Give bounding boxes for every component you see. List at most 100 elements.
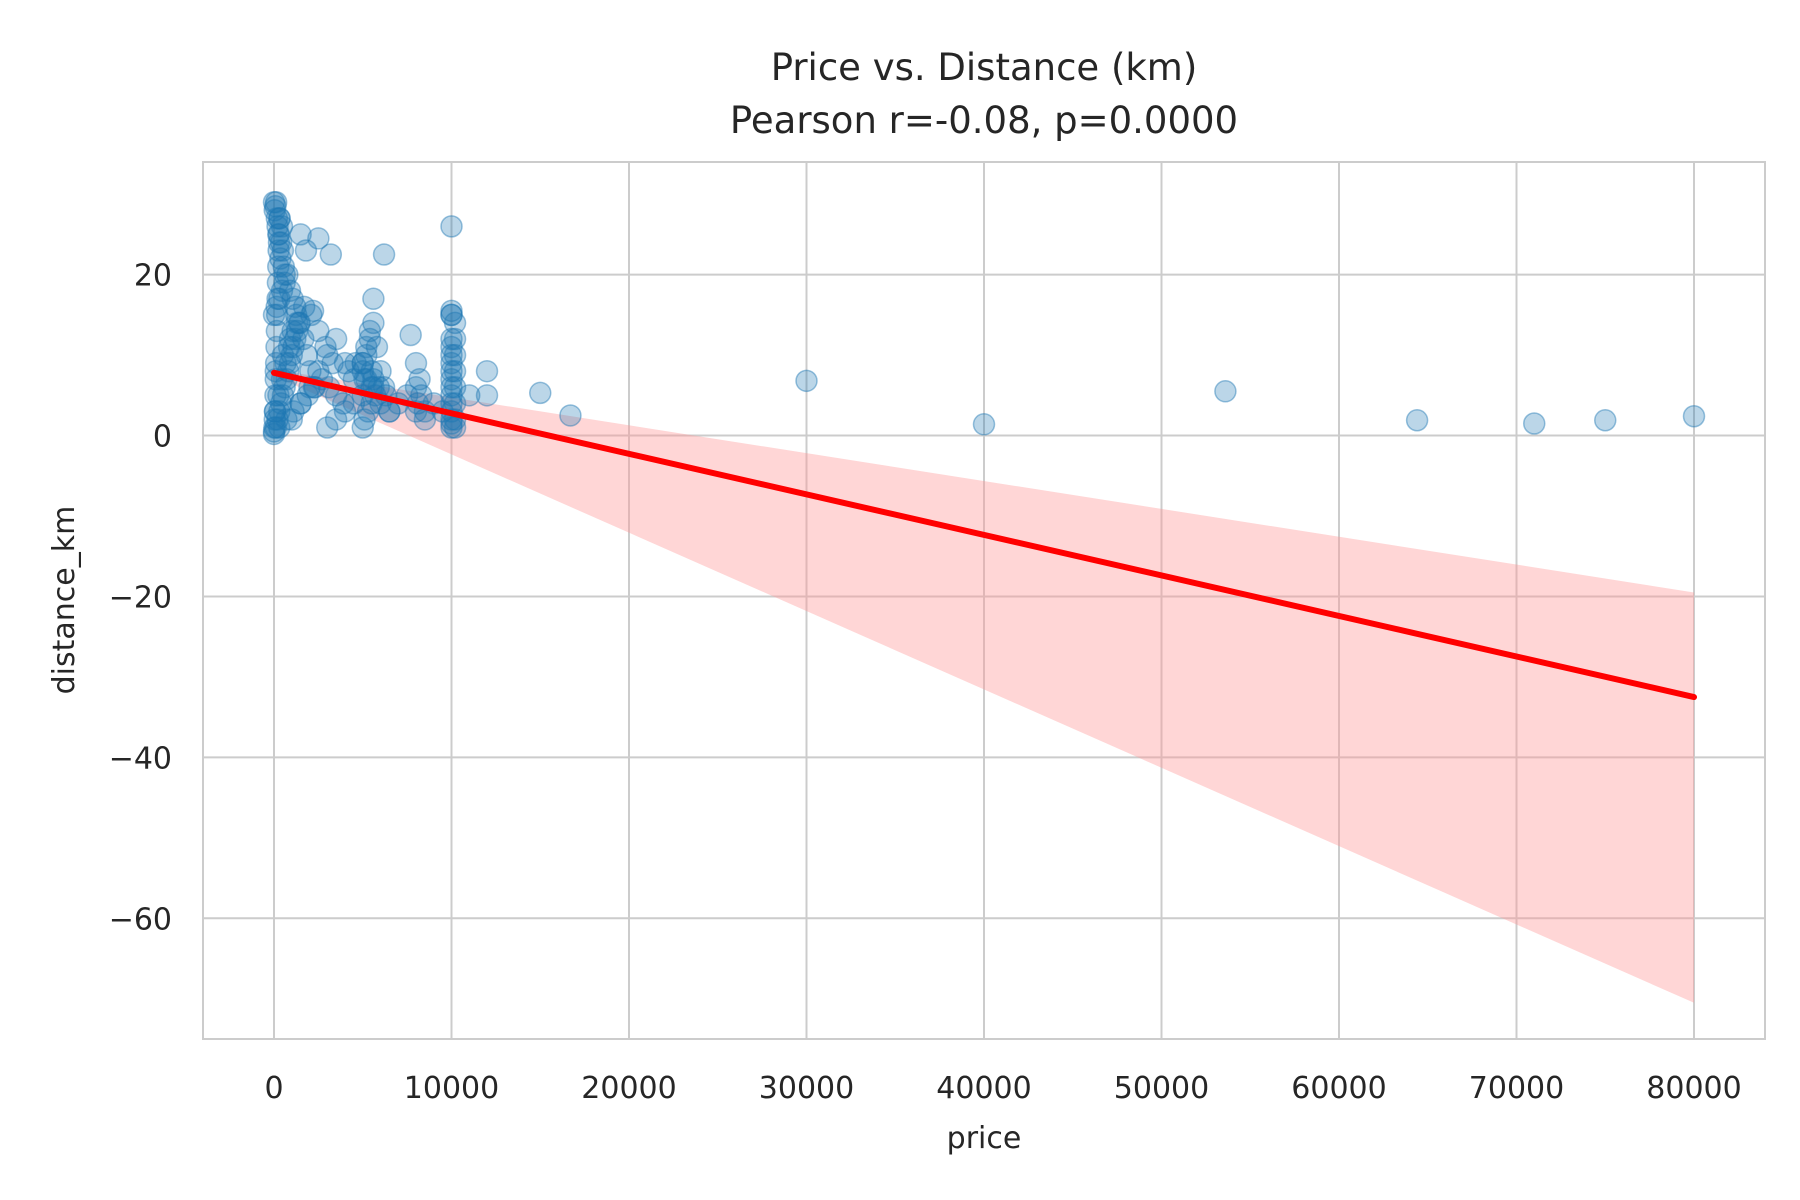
data-point xyxy=(266,287,289,311)
data-point xyxy=(440,335,463,359)
data-point xyxy=(344,351,367,375)
data-point xyxy=(263,416,286,439)
data-point xyxy=(529,381,552,405)
data-point xyxy=(307,227,330,250)
data-point xyxy=(267,239,290,262)
chart-title: Price vs. Distance (km) xyxy=(771,46,1198,89)
x-tick-label: 50000 xyxy=(1114,1071,1209,1106)
data-point xyxy=(404,376,428,399)
data-point xyxy=(351,351,374,375)
data-point xyxy=(275,408,298,431)
data-point xyxy=(559,404,582,427)
data-point xyxy=(362,311,385,335)
points-layer xyxy=(262,190,1706,446)
data-point xyxy=(351,359,374,383)
y-tick-label: −40 xyxy=(109,741,172,776)
x-tick-label: 0 xyxy=(264,1071,283,1106)
data-point xyxy=(972,413,996,436)
data-point xyxy=(1405,409,1429,432)
x-tick-label: 40000 xyxy=(936,1071,1031,1106)
data-point xyxy=(271,343,295,367)
data-point xyxy=(301,299,325,323)
data-point xyxy=(268,400,291,423)
plot-frame xyxy=(202,161,1766,1040)
data-point xyxy=(795,369,818,393)
data-point xyxy=(266,408,289,431)
data-point xyxy=(404,351,428,375)
data-point xyxy=(440,215,463,238)
data-point xyxy=(1594,409,1617,432)
data-point xyxy=(282,400,305,423)
data-point xyxy=(443,359,467,383)
data-point xyxy=(265,303,289,327)
data-point xyxy=(278,279,302,302)
data-point xyxy=(408,367,431,391)
data-point xyxy=(440,299,463,323)
data-point xyxy=(278,327,302,351)
data-point xyxy=(362,367,385,391)
data-point xyxy=(353,408,376,431)
data-point xyxy=(331,392,355,415)
data-point xyxy=(294,239,318,262)
data-point xyxy=(264,195,287,218)
data-point xyxy=(333,351,357,375)
data-point xyxy=(284,327,307,351)
band-layer xyxy=(274,369,1694,1003)
data-point xyxy=(440,303,463,327)
data-point xyxy=(443,343,467,367)
data-point xyxy=(280,343,303,367)
data-point xyxy=(307,319,330,343)
data-point xyxy=(316,416,339,439)
x-axis-label: price xyxy=(947,1121,1022,1156)
data-point xyxy=(440,343,463,367)
data-point xyxy=(316,343,339,367)
data-point xyxy=(295,343,319,367)
data-point xyxy=(296,384,319,407)
data-point xyxy=(265,207,289,230)
data-point xyxy=(265,319,289,343)
data-point xyxy=(1523,412,1546,435)
data-point xyxy=(440,367,463,391)
data-point xyxy=(265,295,288,319)
data-point xyxy=(267,223,291,246)
data-point xyxy=(267,223,290,246)
data-point xyxy=(284,295,307,319)
data-point xyxy=(369,359,392,383)
data-point xyxy=(267,231,291,254)
data-point xyxy=(265,335,288,359)
data-point xyxy=(475,384,499,407)
data-point xyxy=(271,239,295,262)
data-point xyxy=(276,263,299,286)
grid-layer xyxy=(203,162,1765,1039)
data-point xyxy=(288,311,311,335)
data-point xyxy=(440,359,463,383)
data-point xyxy=(262,420,286,443)
data-point xyxy=(281,319,304,343)
data-point xyxy=(372,243,396,266)
x-tick-label: 60000 xyxy=(1291,1071,1386,1106)
data-point xyxy=(399,323,422,347)
data-point xyxy=(269,392,293,415)
data-point xyxy=(267,255,290,278)
data-point xyxy=(273,263,296,286)
y-tick-label: −60 xyxy=(109,902,172,937)
data-point xyxy=(362,287,385,311)
data-point xyxy=(273,271,296,294)
line-layer xyxy=(271,369,1697,701)
regression-line xyxy=(271,369,1697,701)
data-point xyxy=(262,303,286,327)
data-point xyxy=(263,408,286,431)
data-point xyxy=(280,408,303,431)
data-point xyxy=(458,384,481,407)
data-point xyxy=(264,384,287,407)
data-point xyxy=(277,335,301,359)
data-point xyxy=(314,335,337,359)
confidence-band xyxy=(274,369,1694,1003)
data-point xyxy=(443,311,467,335)
data-point xyxy=(289,392,312,415)
data-point xyxy=(270,279,294,302)
x-tick-label: 80000 xyxy=(1646,1071,1741,1106)
data-point xyxy=(321,351,344,375)
